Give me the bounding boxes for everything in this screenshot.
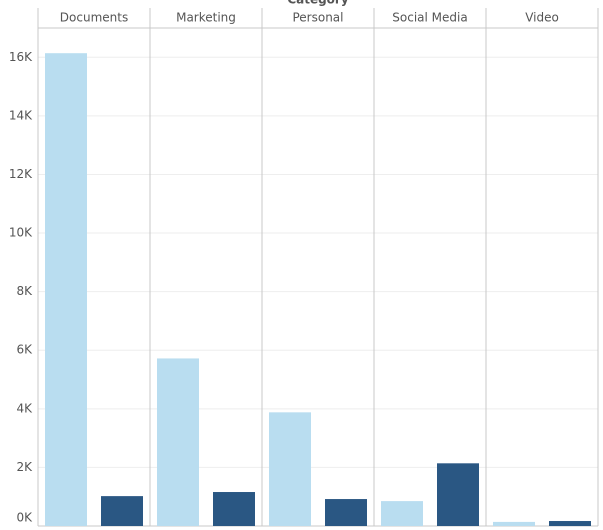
bar: [549, 521, 591, 526]
panel-header: Social Media: [392, 11, 467, 25]
bar: [493, 521, 535, 526]
bar: [157, 358, 199, 526]
panel-header: Personal: [292, 11, 343, 25]
y-tick-label: 6K: [16, 343, 33, 357]
bar: [213, 492, 255, 526]
y-tick-label: 10K: [9, 226, 33, 240]
bar: [269, 412, 311, 526]
panel-header: Marketing: [176, 11, 236, 25]
bar: [101, 496, 143, 526]
y-tick-label: 8K: [16, 284, 33, 298]
chart-title: Category: [287, 0, 349, 7]
y-tick-label: 4K: [16, 401, 33, 415]
panel-header: Documents: [60, 11, 128, 25]
y-tick-label: 16K: [9, 50, 33, 64]
bar: [381, 501, 423, 526]
bar: [325, 499, 367, 526]
bar: [437, 463, 479, 526]
y-tick-label: 2K: [16, 460, 33, 474]
panel-header: Video: [525, 11, 559, 25]
bar: [45, 53, 87, 527]
y-tick-label: 14K: [9, 108, 33, 122]
y-tick-label: 12K: [9, 167, 33, 181]
y-tick-label: 0K: [16, 511, 33, 525]
